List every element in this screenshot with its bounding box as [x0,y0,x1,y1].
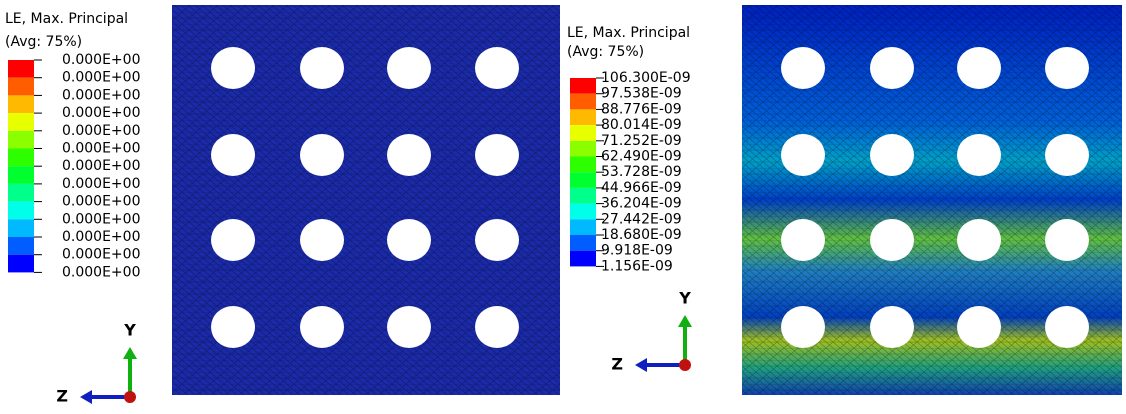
hole [475,219,519,261]
hole [475,134,519,176]
legend-label: 18.680E-09 [601,227,682,243]
legend-swatch [570,94,596,110]
y-arrowhead [123,347,137,359]
legend-title: LE, Max. Principal [5,11,128,27]
legend-swatch [570,219,596,235]
legend-label: 0.000E+00 [62,229,140,245]
legend-swatch [8,60,34,78]
hole [781,306,825,348]
legend-label: 0.000E+00 [62,176,140,192]
legend-label: 9.918E-09 [601,243,673,259]
legend-swatch [570,141,596,157]
legend-label: 0.000E+00 [62,264,140,280]
legend-swatch [8,184,34,202]
legend-swatch [8,219,34,237]
z-arrowhead [80,390,92,404]
legend-label: 0.000E+00 [62,105,140,121]
hole [957,306,1001,348]
y-axis-label: Y [678,289,691,308]
legend-label: 0.000E+00 [62,247,140,263]
legend-swatch [8,149,34,167]
legend-swatch [8,202,34,220]
legend-swatch [8,255,34,273]
legend-swatch [8,95,34,113]
hole [300,219,344,261]
x-axis-dot [124,391,136,403]
legend-label: 71.252E-09 [601,133,682,149]
legend-label: 1.156E-09 [601,258,673,274]
legend-label: 0.000E+00 [62,194,140,210]
hole [870,134,914,176]
legend-label: 53.728E-09 [601,164,682,180]
legend-label: 0.000E+00 [62,87,140,103]
legend-label: 27.442E-09 [601,211,682,227]
hole [870,306,914,348]
z-axis-label: Z [56,387,68,406]
legend-swatch [570,235,596,251]
legend-swatch [8,78,34,96]
legend-label: 0.000E+00 [62,141,140,157]
legend-label: 88.776E-09 [601,101,682,117]
legend-swatch [570,188,596,204]
hole [300,134,344,176]
hole [475,306,519,348]
hole [957,134,1001,176]
legend-swatch [570,109,596,125]
hole [1045,134,1089,176]
hole [387,134,431,176]
hole [870,219,914,261]
hole [387,219,431,261]
legend-label: 36.204E-09 [601,196,682,212]
legend-swatch [570,78,596,94]
x-axis-dot [679,359,691,371]
legend-swatch [8,166,34,184]
legend-swatch [8,237,34,255]
hole [957,47,1001,89]
hole [211,219,255,261]
legend-swatch [8,113,34,131]
legend-label: 0.000E+00 [62,158,140,174]
legend-label: 0.000E+00 [62,211,140,227]
hole [1045,306,1089,348]
legend-swatch [8,131,34,149]
hole [387,47,431,89]
legend-subtitle: (Avg: 75%) [567,44,644,60]
legend-swatch [570,204,596,220]
legend-label: 0.000E+00 [62,123,140,139]
hole [300,47,344,89]
hole [781,134,825,176]
legend-label: 106.300E-09 [601,70,691,86]
legend-swatch [570,125,596,141]
hole [211,134,255,176]
legend-label: 0.000E+00 [62,52,140,68]
legend-label: 97.538E-09 [601,86,682,102]
z-arrowhead [635,358,647,372]
legend-label: 80.014E-09 [601,117,682,133]
legend-label: 62.490E-09 [601,149,682,165]
legend-label: 0.000E+00 [62,70,140,86]
hole [211,47,255,89]
legend-swatch [570,251,596,267]
hole [870,47,914,89]
hole [1045,219,1089,261]
hole [1045,47,1089,89]
hole [211,306,255,348]
hole [300,306,344,348]
y-axis-label: Y [123,321,136,340]
hole [957,219,1001,261]
legend-label: 44.966E-09 [601,180,682,196]
screenshot: LE, Max. Principal(Avg: 75%)0.000E+000.0… [0,0,1126,410]
y-arrowhead [678,315,692,327]
hole [781,47,825,89]
hole [475,47,519,89]
legend-subtitle: (Avg: 75%) [5,34,82,50]
legend-swatch [570,157,596,173]
hole [781,219,825,261]
hole [387,306,431,348]
legend-swatch [570,172,596,188]
z-axis-label: Z [611,355,623,374]
legend-title: LE, Max. Principal [567,25,690,41]
